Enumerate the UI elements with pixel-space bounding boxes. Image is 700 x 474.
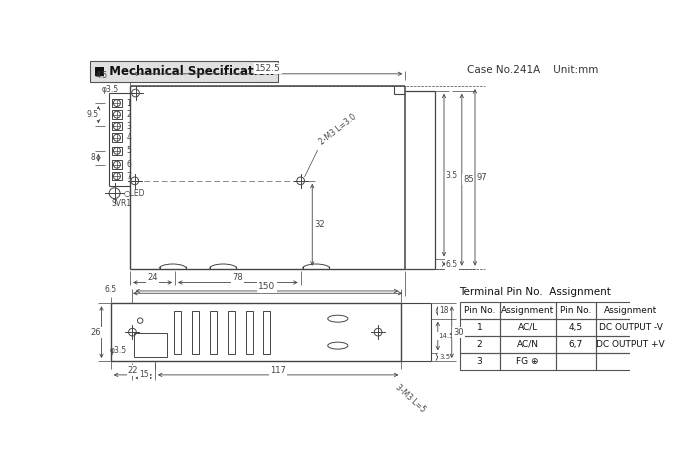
Bar [596,353,666,370]
Bar [111,122,122,130]
Text: Pin No.: Pin No. [560,306,592,315]
Text: 85: 85 [463,175,474,184]
Text: 6: 6 [126,160,131,169]
Bar [459,319,500,336]
Text: 159: 159 [259,283,276,292]
Text: 1: 1 [477,323,482,332]
Text: 4,5: 4,5 [568,323,583,332]
Text: 6.5: 6.5 [105,285,117,294]
Text: 15: 15 [139,370,148,379]
Bar [134,333,167,357]
Text: FG ⊕: FG ⊕ [517,356,539,365]
Text: AC/L: AC/L [517,323,538,332]
Text: DC OUTPUT -V: DC OUTPUT -V [598,323,663,332]
Text: φ3.5: φ3.5 [110,346,127,355]
Bar [210,311,217,354]
Text: 2: 2 [477,339,482,348]
Text: SVR1: SVR1 [111,200,132,209]
Text: 32: 32 [315,220,326,229]
Bar [500,302,556,319]
Text: 150: 150 [258,282,276,291]
Bar [596,319,666,336]
Bar [459,302,500,319]
Text: 78: 78 [232,273,243,283]
Text: 3-M3 L=5: 3-M3 L=5 [393,383,427,414]
Bar [111,160,122,169]
Text: 3: 3 [477,356,482,365]
Bar [596,336,666,353]
Text: Assignment: Assignment [604,306,657,315]
Bar [459,336,500,353]
Text: 2-M3 L=3.0: 2-M3 L=3.0 [318,112,358,146]
Text: 18: 18 [440,307,449,316]
Bar [596,302,666,319]
Text: 8: 8 [90,153,95,162]
Bar [500,353,556,370]
Text: 4: 4 [126,133,131,142]
Text: 24: 24 [148,273,158,283]
Text: 22: 22 [127,366,138,375]
Text: 3.5: 3.5 [446,171,458,180]
Bar [111,146,122,155]
Bar [111,99,122,107]
Text: ■ Mechanical Specification: ■ Mechanical Specification [94,65,274,78]
Bar [500,336,556,353]
Text: 2: 2 [126,110,131,119]
Bar [556,319,596,336]
Bar [263,311,270,354]
Text: 3: 3 [126,122,131,131]
Text: 3.5: 3.5 [439,354,450,360]
Text: 152.5: 152.5 [255,64,281,73]
Text: ○LED: ○LED [123,189,145,198]
Text: 5: 5 [126,146,131,155]
Text: 4.5: 4.5 [95,71,108,80]
Text: DC OUTPUT +V: DC OUTPUT +V [596,339,665,348]
Text: Pin No.: Pin No. [464,306,496,315]
Bar [111,172,122,181]
Text: AC/N: AC/N [517,339,539,348]
Text: 97: 97 [477,173,487,182]
Text: 9.5: 9.5 [86,110,98,119]
Bar [556,302,596,319]
Text: 6,7: 6,7 [568,339,583,348]
Text: Case No.241A    Unit:mm: Case No.241A Unit:mm [468,65,598,75]
Text: 117: 117 [270,366,286,375]
Bar [192,311,199,354]
Text: φ3.5: φ3.5 [102,85,118,94]
Bar [556,336,596,353]
Bar [111,134,122,142]
Text: Terminal Pin No.  Assignment: Terminal Pin No. Assignment [459,287,611,297]
Bar [174,311,181,354]
Text: 6.5: 6.5 [446,259,458,268]
Bar [228,311,234,354]
Text: 7: 7 [126,172,131,181]
Text: Assignment: Assignment [501,306,554,315]
Bar [111,110,122,119]
Bar [556,353,596,370]
Text: 30: 30 [454,328,464,337]
Text: 14.5: 14.5 [438,333,454,339]
Text: 26: 26 [90,328,101,337]
Text: 1: 1 [126,99,131,108]
Bar [246,311,253,354]
Bar [459,353,500,370]
Bar [500,319,556,336]
